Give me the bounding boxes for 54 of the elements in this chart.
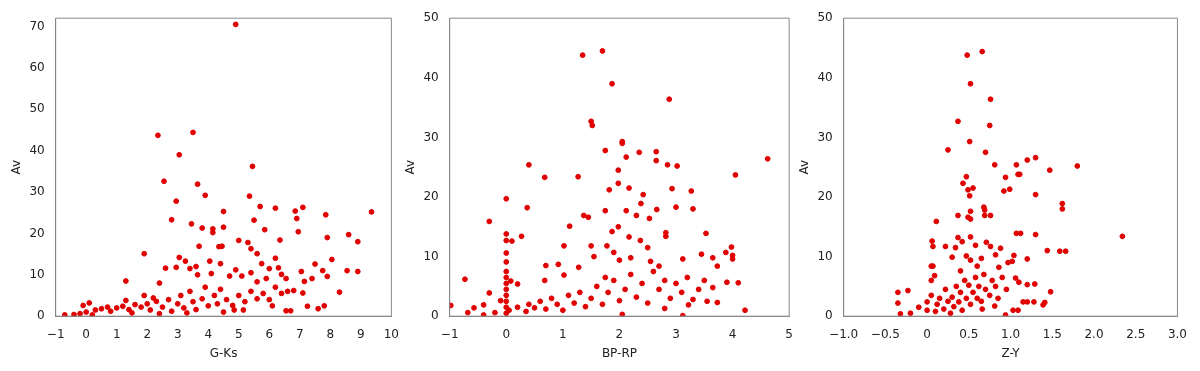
y-tick-label: 0 bbox=[825, 308, 833, 323]
y-tick-label: 10 bbox=[423, 248, 439, 263]
x-tick-label: 0 bbox=[82, 326, 91, 341]
x-tick-label: 6 bbox=[265, 326, 274, 341]
x-tick-label: 10 bbox=[383, 326, 400, 341]
y-tick-label: 10 bbox=[817, 248, 833, 263]
y-axis-title: Av bbox=[9, 159, 24, 175]
y-tick-label: 40 bbox=[817, 69, 833, 84]
x-tick-label: 1 bbox=[559, 326, 567, 341]
y-tick-label: 20 bbox=[423, 189, 439, 204]
y-axis-title: Av bbox=[797, 159, 812, 175]
y-tick-label: 50 bbox=[817, 10, 833, 25]
y-tick-label: 30 bbox=[423, 129, 439, 144]
x-tick-label: 9 bbox=[357, 326, 365, 341]
y-tick-label: 30 bbox=[817, 129, 833, 144]
x-tick-label: 1 bbox=[112, 326, 121, 341]
x-tick-label: 2.0 bbox=[1084, 326, 1104, 341]
y-tick-label: 10 bbox=[29, 266, 45, 281]
x-tick-label: 2 bbox=[143, 326, 152, 341]
x-tick-label: 3 bbox=[672, 326, 680, 341]
x-tick-label: 8 bbox=[326, 326, 335, 341]
y-tick-label: 40 bbox=[29, 142, 45, 157]
x-tick-label: −1 bbox=[46, 326, 65, 341]
x-axis-title: BP-RP bbox=[601, 345, 637, 360]
y-tick-label: 40 bbox=[423, 69, 439, 84]
y-tick-label: 70 bbox=[29, 18, 45, 33]
x-tick-label: 1.5 bbox=[1042, 326, 1062, 341]
x-tick-label: 4 bbox=[728, 326, 737, 341]
y-tick-label: 30 bbox=[29, 184, 45, 199]
x-tick-label: 0 bbox=[923, 326, 931, 341]
x-tick-label: 0 bbox=[502, 326, 511, 341]
y-tick-label: 0 bbox=[37, 308, 45, 323]
x-tick-label: 3 bbox=[173, 326, 182, 341]
x-tick-label: −1 bbox=[440, 326, 459, 341]
x-tick-label: 0.5 bbox=[959, 326, 979, 341]
x-tick-label: 3.0 bbox=[1167, 326, 1187, 341]
y-axis-title: Av bbox=[403, 159, 418, 175]
x-tick-label: 5 bbox=[234, 326, 243, 341]
y-tick-label: 20 bbox=[29, 225, 45, 240]
y-tick-label: 50 bbox=[29, 101, 45, 116]
x-tick-label: 1.0 bbox=[1001, 326, 1021, 341]
x-tick-label: 2 bbox=[615, 326, 624, 341]
x-axis-title: Z-Y bbox=[1001, 345, 1021, 360]
x-tick-label: 7 bbox=[295, 326, 304, 341]
y-tick-label: 50 bbox=[423, 10, 439, 25]
y-tick-label: 60 bbox=[29, 59, 45, 74]
x-tick-label: 2.5 bbox=[1126, 326, 1146, 341]
x-tick-label: 5 bbox=[785, 326, 793, 341]
x-tick-label: 4 bbox=[204, 326, 213, 341]
x-tick-label: −0.5 bbox=[870, 326, 900, 341]
y-tick-label: 0 bbox=[431, 308, 439, 323]
x-axis-title: G-Ks bbox=[209, 345, 238, 360]
y-tick-label: 20 bbox=[817, 189, 833, 204]
x-tick-label: −1.0 bbox=[829, 326, 859, 341]
